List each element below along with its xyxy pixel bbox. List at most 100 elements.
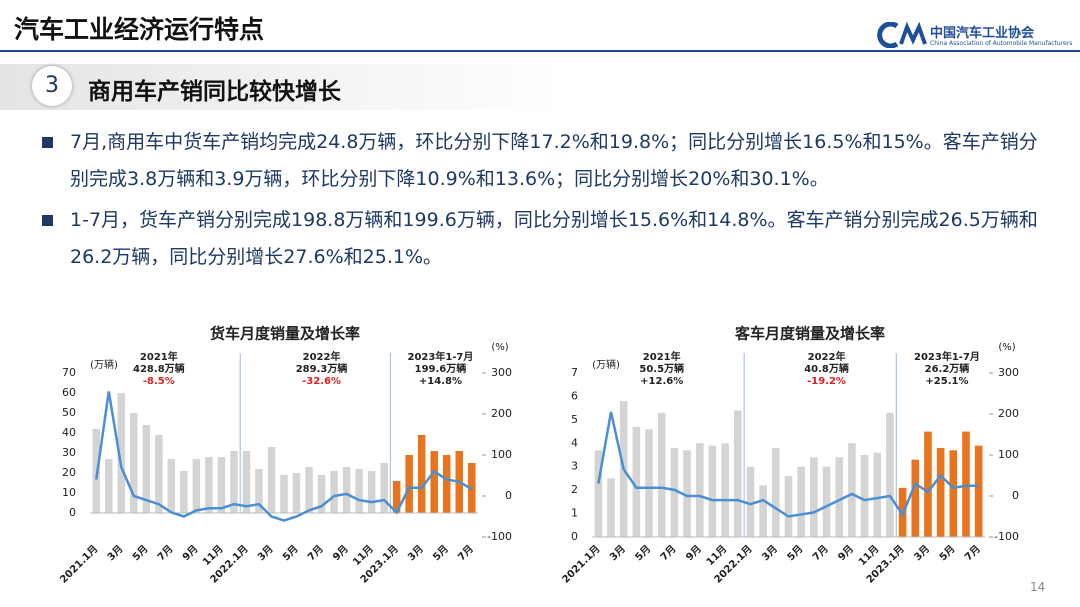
bar xyxy=(607,478,615,537)
y-tick-label: 20 xyxy=(62,466,76,479)
y-tick-label: 0 xyxy=(571,530,578,543)
bar xyxy=(695,443,704,537)
bar xyxy=(142,425,151,513)
bar xyxy=(442,455,451,513)
bar xyxy=(721,443,729,537)
bar xyxy=(962,431,970,537)
annotation: 2022年 xyxy=(303,350,341,363)
bar xyxy=(733,410,742,537)
page-number: 14 xyxy=(1030,580,1046,594)
bar xyxy=(645,429,653,537)
x-tick-label: 2021.1月 xyxy=(58,543,101,586)
growth-line xyxy=(95,391,473,522)
y2-tick-label: 300 xyxy=(491,366,512,379)
annotation: 2021年 xyxy=(643,350,681,363)
y-tick-label: 6 xyxy=(571,389,578,402)
logo-name: 中国汽车工业协会 xyxy=(930,26,1035,41)
annotation: 2023年1-7月 xyxy=(914,350,980,363)
bar xyxy=(594,450,603,537)
y-tick-label: 0 xyxy=(69,506,76,519)
section-band xyxy=(0,64,560,110)
x-tick-label: 5月 xyxy=(280,543,300,563)
bar xyxy=(632,426,641,537)
x-tick-label: 9月 xyxy=(684,543,704,563)
annotation: 2022年 xyxy=(808,350,846,363)
y-tick-label: 3 xyxy=(571,460,578,473)
bar xyxy=(746,466,755,537)
y2-tick-label: 0 xyxy=(1012,489,1019,502)
y2-tick-label: 300 xyxy=(998,366,1019,379)
x-tick-label: 5月 xyxy=(130,543,150,563)
x-tick-label: 9月 xyxy=(180,543,200,563)
bar xyxy=(835,457,844,537)
annotation: 26.2万辆 xyxy=(925,362,970,375)
annotation: +14.8% xyxy=(419,376,462,387)
bullet-list: 7月,商用车中货车产销均完成24.8万辆，环比分别下降17.2%和19.8%；同… xyxy=(38,124,1048,280)
annotation: 2023年1-7月 xyxy=(407,350,473,363)
bar xyxy=(380,463,388,513)
logo-name-en: China Association of Automobile Manufact… xyxy=(930,40,1073,47)
bar xyxy=(130,413,138,513)
slide-title: 汽车工业经济运行特点 xyxy=(14,15,265,44)
bar xyxy=(873,452,882,537)
y-tick-label: 4 xyxy=(571,436,578,449)
annotation: 289.3万辆 xyxy=(296,362,348,375)
bar xyxy=(924,431,932,537)
chart-title: 客车月度销量及增长率 xyxy=(734,325,885,343)
bar xyxy=(860,455,869,537)
y-tick-label: 50 xyxy=(62,406,76,419)
bar xyxy=(708,445,717,537)
x-tick-label: 7月 xyxy=(305,543,325,563)
annotation: -8.5% xyxy=(143,376,175,387)
section-number: 3 xyxy=(32,66,72,106)
y-tick-label: 30 xyxy=(62,446,76,459)
bar xyxy=(230,451,238,513)
x-tick-label: 9月 xyxy=(836,543,856,563)
bar xyxy=(911,459,920,537)
bar xyxy=(355,469,363,513)
annotation: +12.6% xyxy=(640,376,683,387)
y2-tick-label: 200 xyxy=(998,407,1019,420)
bar xyxy=(317,475,326,513)
x-tick-label: 5月 xyxy=(785,543,805,563)
y-tick-label: 10 xyxy=(62,486,76,499)
bar xyxy=(670,447,679,537)
x-tick-label: 5月 xyxy=(937,543,957,563)
y-tick-label: 5 xyxy=(571,413,578,426)
bar xyxy=(683,450,691,537)
y2-tick-label: -100 xyxy=(994,530,1019,543)
annotation: 428.8万辆 xyxy=(133,362,185,375)
x-tick-label: 3月 xyxy=(405,543,425,563)
y2-tick-label: 0 xyxy=(505,489,512,502)
bar xyxy=(330,471,338,513)
x-tick-label: 3月 xyxy=(255,543,275,563)
bar xyxy=(117,393,126,513)
annotation: 199.6万辆 xyxy=(415,362,467,375)
bar xyxy=(848,443,856,537)
bar xyxy=(167,459,176,513)
bullet: 1-7月，货车产销分别完成198.8万辆和199.6万辆，同比分别增长15.6%… xyxy=(38,202,1048,276)
annotation: 40.8万辆 xyxy=(804,362,849,375)
x-tick-label: 3月 xyxy=(912,543,932,563)
bar xyxy=(810,457,818,537)
bar xyxy=(657,412,666,537)
annotation: +25.1% xyxy=(925,376,968,387)
x-tick-label: 3月 xyxy=(760,543,780,563)
x-tick-label: 7月 xyxy=(658,543,678,563)
y2-tick-label: -100 xyxy=(487,530,512,543)
bar xyxy=(292,473,301,513)
bar xyxy=(974,445,983,537)
bar xyxy=(155,435,163,513)
bar xyxy=(255,469,263,513)
bar xyxy=(784,476,793,537)
bar xyxy=(217,457,226,513)
x-tick-label: 5月 xyxy=(430,543,450,563)
annotation: -32.6% xyxy=(302,376,341,387)
y2-tick-label: 200 xyxy=(491,407,512,420)
bar xyxy=(405,455,413,513)
y-tick-label: 70 xyxy=(62,366,76,379)
bar xyxy=(797,466,805,537)
bar xyxy=(105,459,113,513)
